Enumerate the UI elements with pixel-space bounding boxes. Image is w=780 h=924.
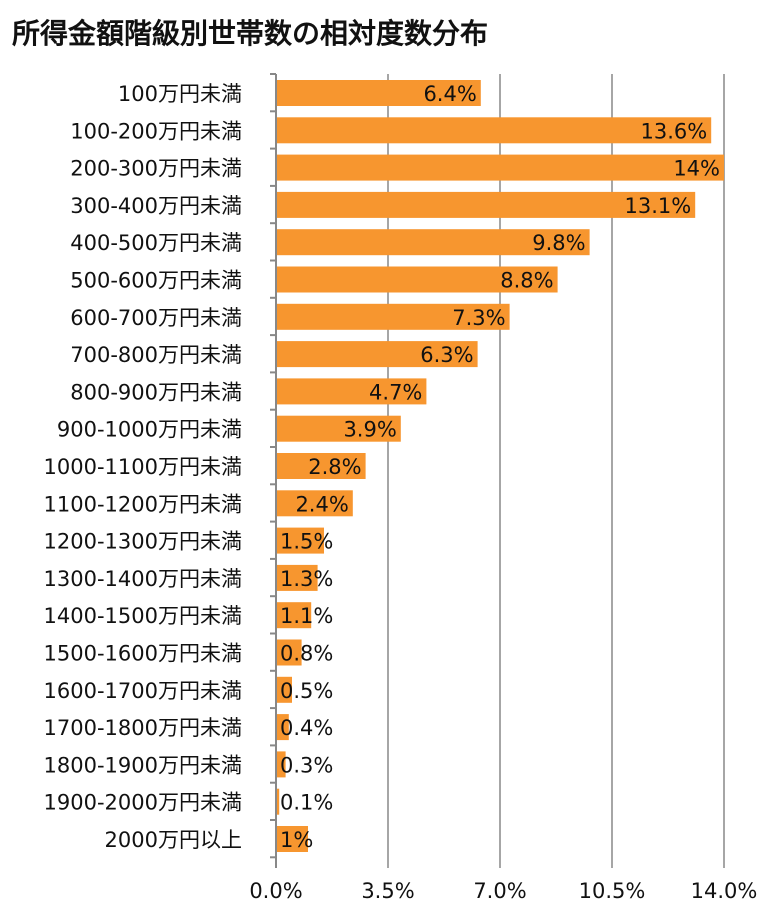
category-label: 100万円未満 [118, 82, 242, 106]
bar [276, 229, 590, 256]
category-label: 800-900万円未満 [70, 380, 242, 404]
category-label: 1400-1500万円未満 [44, 604, 242, 628]
labels: 100万円未満 6.4% 100-200万円未満 13.6% 200-300万円未満 14… [44, 82, 720, 852]
category-label: 1200-1300万円未満 [44, 530, 242, 554]
category-label: 1800-1900万円未満 [44, 753, 242, 777]
category-label: 2000万円以上 [105, 828, 242, 852]
axes: 0.0% 3.5% 7.0% 10.5% 14.0% [249, 73, 758, 903]
x-tick-label: 3.5% [361, 879, 414, 903]
bar [276, 117, 712, 144]
bar [276, 676, 292, 703]
bar [276, 826, 308, 852]
data-label: 1.1% [280, 604, 333, 628]
category-label: 1900-2000万円未満 [44, 791, 242, 815]
data-label: 1.3% [280, 567, 333, 591]
bar [276, 602, 312, 629]
data-label: 7.3% [452, 306, 505, 330]
data-label: 6.4% [423, 82, 476, 106]
bar [276, 453, 366, 479]
bar [276, 303, 510, 330]
bar [276, 378, 427, 405]
category-label: 1500-1600万円未満 [44, 642, 242, 666]
category-label: 600-700万円未満 [70, 306, 242, 330]
category-label: 1600-1700万円未満 [44, 679, 242, 703]
bar [276, 266, 558, 293]
x-tick-label: 14.0% [691, 879, 758, 903]
data-label: 13.6% [640, 119, 707, 143]
data-label: 8.8% [500, 269, 553, 293]
bar [276, 154, 724, 181]
bar [276, 751, 286, 778]
category-label: 500-600万円未満 [70, 269, 242, 293]
category-label: 900-1000万円未満 [57, 418, 242, 442]
bar [276, 490, 353, 517]
bar [276, 415, 401, 442]
data-label: 1.5% [280, 530, 333, 554]
data-label: 0.3% [280, 753, 333, 777]
category-label: 100-200万円未満 [70, 119, 242, 143]
category-label: 1000-1100万円未満 [44, 455, 242, 479]
x-tick-label: 0.0% [249, 879, 302, 903]
data-label: 1% [280, 828, 313, 852]
category-label: 400-500万円未満 [70, 231, 242, 255]
bar [276, 191, 696, 218]
bars [276, 80, 724, 852]
data-label: 9.8% [532, 231, 585, 255]
x-tick-label: 7.0% [473, 879, 526, 903]
bar [276, 639, 302, 666]
data-label: 14% [673, 157, 720, 181]
bar [276, 564, 318, 591]
bar [276, 788, 280, 815]
data-label: 0.4% [280, 716, 333, 740]
bar [276, 80, 481, 106]
category-label: 300-400万円未満 [70, 194, 242, 218]
data-label: 0.5% [280, 679, 333, 703]
data-label: 13.1% [624, 194, 691, 218]
category-label: 200-300万円未満 [70, 157, 242, 181]
bar [276, 341, 478, 368]
category-label: 1300-1400万円未満 [44, 567, 242, 591]
data-label: 2.4% [295, 492, 348, 516]
category-label: 700-800万円未満 [70, 343, 242, 367]
data-label: 4.7% [369, 380, 422, 404]
data-label: 2.8% [308, 455, 361, 479]
category-label: 1100-1200万円未満 [44, 492, 242, 516]
data-label: 3.9% [343, 418, 396, 442]
bar [276, 527, 324, 554]
data-label: 6.3% [420, 343, 473, 367]
data-label: 0.1% [280, 791, 333, 815]
x-tick-label: 10.5% [579, 879, 646, 903]
chart-title: 所得金額階級別世帯数の相対度数分布 [12, 17, 489, 50]
category-label: 1700-1800万円未満 [44, 716, 242, 740]
data-label: 0.8% [280, 642, 333, 666]
bar [276, 714, 289, 741]
